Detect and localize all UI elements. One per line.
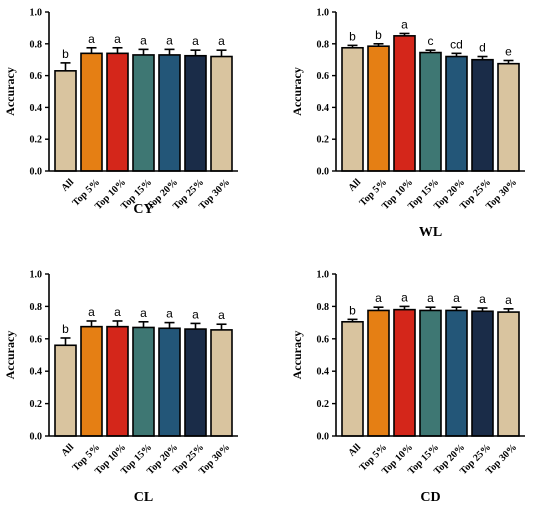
significance-label-1: b: [349, 29, 356, 43]
bar-6: [184, 54, 207, 172]
category-label-1: All: [346, 177, 363, 194]
y-tick-label-5: 0.8: [30, 39, 43, 50]
y-axis-label: Accuracy: [3, 67, 17, 116]
category-label-1: All: [59, 442, 76, 459]
significance-label-2: a: [88, 32, 95, 46]
y-axis-label: Accuracy: [290, 67, 304, 116]
y-tick-label-5: 0.8: [317, 302, 330, 313]
y-tick-label-2: 0.2: [30, 399, 43, 410]
significance-label-6: a: [479, 292, 486, 306]
y-axis-label: Accuracy: [290, 331, 304, 380]
panel-title: CD: [420, 490, 440, 505]
bar-2: [367, 45, 390, 172]
bar-2: [367, 309, 390, 437]
bar-4: [132, 326, 155, 437]
significance-label-7: a: [218, 308, 225, 322]
significance-label-1: b: [349, 303, 356, 317]
bar-3: [106, 325, 129, 437]
significance-label-5: cd: [450, 37, 463, 51]
significance-label-1: b: [62, 322, 69, 336]
category-label-1: All: [346, 442, 363, 459]
significance-label-3: a: [401, 17, 408, 31]
significance-label-4: a: [427, 291, 434, 305]
bar-6: [184, 328, 207, 437]
y-tick-label-4: 0.6: [30, 71, 43, 82]
significance-label-4: a: [140, 306, 147, 320]
significance-label-4: a: [140, 33, 147, 47]
significance-label-6: a: [192, 307, 199, 321]
panel-title: CL: [134, 490, 153, 505]
bar-7: [497, 311, 520, 437]
bar-5: [158, 54, 181, 172]
significance-label-5: a: [166, 33, 173, 47]
bar-5: [158, 327, 181, 437]
y-tick-label-3: 0.4: [30, 367, 43, 378]
bar-3: [393, 308, 416, 437]
significance-label-7: e: [505, 44, 512, 58]
y-tick-label-5: 0.8: [317, 39, 330, 50]
significance-label-4: c: [428, 34, 434, 48]
y-tick-label-3: 0.4: [317, 367, 330, 378]
y-tick-label-1: 0.0: [317, 167, 330, 178]
y-tick-label-6: 1.0: [30, 270, 43, 281]
bar-2: [80, 52, 103, 172]
bar-5: [445, 55, 468, 172]
significance-label-5: a: [166, 307, 173, 321]
bar-1: [54, 70, 77, 172]
significance-label-1: b: [62, 47, 69, 61]
bar-7: [210, 329, 233, 437]
y-tick-label-5: 0.8: [30, 302, 43, 313]
panel-title: WL: [419, 225, 442, 240]
bar-6: [471, 310, 494, 437]
y-tick-label-4: 0.6: [30, 334, 43, 345]
y-tick-label-2: 0.2: [317, 399, 330, 410]
significance-label-6: a: [192, 34, 199, 48]
significance-label-2: a: [88, 305, 95, 319]
y-tick-label-2: 0.2: [317, 135, 330, 146]
significance-label-3: a: [401, 290, 408, 304]
bar-6: [471, 58, 494, 172]
significance-label-7: a: [218, 34, 225, 48]
y-tick-label-3: 0.4: [30, 103, 43, 114]
bar-3: [106, 52, 129, 172]
bar-1: [341, 46, 364, 172]
bar-4: [132, 54, 155, 172]
y-tick-label-1: 0.0: [30, 432, 43, 443]
y-tick-label-1: 0.0: [317, 432, 330, 443]
significance-label-2: a: [375, 291, 382, 305]
bar-7: [210, 55, 233, 172]
significance-label-5: a: [453, 291, 460, 305]
bar-3: [393, 35, 416, 172]
y-tick-label-6: 1.0: [30, 8, 43, 19]
significance-label-7: a: [505, 293, 512, 307]
y-tick-label-6: 1.0: [317, 8, 330, 19]
category-label-1: All: [59, 177, 76, 194]
bar-2: [80, 325, 103, 437]
bar-1: [341, 320, 364, 437]
bar-1: [54, 344, 77, 437]
bar-4: [419, 309, 442, 437]
bar-5: [445, 309, 468, 437]
y-tick-label-4: 0.6: [317, 71, 330, 82]
significance-label-6: d: [479, 41, 486, 55]
y-tick-label-4: 0.6: [317, 334, 330, 345]
significance-label-3: a: [114, 32, 121, 46]
panel-title: CY: [133, 202, 153, 217]
bar-7: [497, 62, 520, 172]
significance-label-3: a: [114, 305, 121, 319]
y-tick-label-6: 1.0: [317, 270, 330, 281]
y-tick-label-3: 0.4: [317, 103, 330, 114]
y-axis-label: Accuracy: [3, 331, 17, 380]
bar-4: [419, 51, 442, 172]
y-tick-label-1: 0.0: [30, 167, 43, 178]
significance-label-2: b: [375, 28, 382, 42]
y-tick-label-2: 0.2: [30, 135, 43, 146]
